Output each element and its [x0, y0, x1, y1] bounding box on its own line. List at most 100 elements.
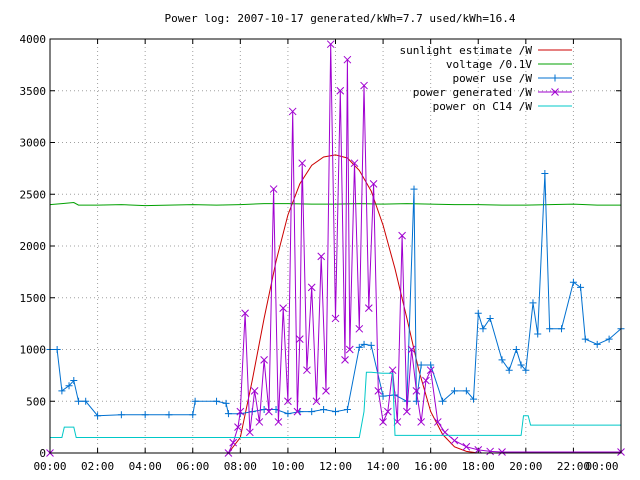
series-line	[49, 201, 621, 207]
data-point	[269, 185, 278, 193]
data-point	[241, 309, 249, 318]
x-tick-label: 00:00	[33, 460, 66, 473]
data-point	[303, 366, 311, 375]
y-tick-label: 1500	[20, 292, 47, 305]
data-point	[407, 345, 416, 354]
data-point	[558, 325, 566, 333]
data-point	[284, 397, 292, 406]
x-tick-label: 18:00	[462, 460, 495, 473]
data-point	[439, 397, 447, 405]
series-3	[46, 40, 625, 457]
data-point	[288, 107, 297, 116]
data-point	[569, 278, 577, 286]
legend-label: sunlight estimate /W	[400, 44, 533, 57]
x-tick-label: 20:00	[509, 460, 542, 473]
y-tick-label: 2500	[20, 188, 47, 201]
x-tick-label: 10:00	[271, 460, 304, 473]
data-point	[260, 355, 268, 364]
y-axis-ticks: 0 500 1000 1500 2000 2500 3000 3500 4000	[20, 33, 621, 460]
data-point	[355, 324, 364, 333]
data-point	[65, 382, 73, 390]
plot-frame	[49, 38, 622, 454]
data-point	[250, 387, 259, 395]
data-point	[298, 159, 307, 168]
series-layer	[46, 40, 625, 457]
legend-label: power on C14 /W	[433, 100, 533, 113]
data-point	[331, 314, 340, 323]
data-point	[355, 343, 363, 351]
data-point	[326, 40, 335, 49]
data-point	[284, 410, 292, 418]
data-point	[308, 408, 316, 416]
data-point	[245, 428, 254, 437]
data-point	[307, 283, 316, 292]
data-point	[462, 442, 471, 451]
data-point	[82, 397, 90, 405]
data-point	[343, 406, 351, 414]
data-point	[450, 436, 459, 445]
data-point	[236, 407, 245, 416]
series-4	[50, 371, 621, 438]
series-2	[46, 170, 625, 420]
legend-marker	[551, 74, 559, 82]
data-point	[441, 428, 449, 437]
data-point	[141, 411, 149, 419]
data-point	[360, 81, 368, 90]
data-point	[53, 346, 61, 353]
data-point	[191, 397, 199, 405]
grid	[50, 39, 621, 453]
x-tick-label: 22:00	[557, 460, 590, 473]
data-point	[369, 180, 378, 188]
data-point	[605, 335, 613, 343]
data-point	[379, 418, 387, 426]
legend-label: voltage /0.1V	[446, 58, 532, 71]
x-tick-label: 00:00	[585, 460, 618, 473]
x-tick-label: 06:00	[176, 460, 209, 473]
data-point	[529, 299, 537, 307]
data-point	[360, 340, 368, 348]
y-tick-label: 4000	[20, 33, 47, 46]
chart-title: Power log: 2007-10-17 generated/kWh=7.7 …	[165, 12, 516, 25]
data-point	[189, 411, 197, 419]
data-point	[422, 376, 430, 385]
data-point	[403, 407, 411, 416]
x-tick-label: 04:00	[129, 460, 162, 473]
y-tick-label: 1000	[20, 344, 47, 357]
data-point	[364, 304, 373, 312]
legend-label: power generated /W	[413, 86, 533, 99]
y-tick-label: 3000	[20, 137, 47, 150]
data-point	[398, 231, 406, 240]
data-point	[505, 366, 513, 374]
data-point	[433, 418, 442, 426]
data-point	[383, 407, 392, 416]
legend-label: power use /W	[453, 72, 533, 85]
data-point	[479, 325, 487, 333]
series-1	[49, 201, 621, 207]
data-point	[410, 185, 418, 193]
data-point	[581, 335, 589, 343]
data-point	[341, 355, 349, 364]
data-point	[274, 418, 283, 426]
data-point	[498, 356, 506, 364]
data-point	[332, 408, 339, 416]
data-point	[417, 418, 426, 426]
x-tick-label: 16:00	[414, 460, 447, 473]
data-point	[320, 406, 328, 414]
data-point	[541, 170, 549, 178]
data-point	[486, 447, 494, 456]
data-point	[312, 397, 321, 406]
y-tick-label: 3500	[20, 85, 47, 98]
data-point	[546, 325, 554, 333]
y-tick-label: 500	[26, 395, 46, 408]
data-point	[474, 446, 483, 454]
data-point	[577, 283, 585, 291]
data-point	[75, 397, 83, 405]
data-point	[336, 86, 345, 95]
data-point	[213, 397, 221, 405]
data-point	[317, 252, 326, 261]
data-point	[517, 361, 525, 369]
data-point	[512, 346, 520, 353]
data-point	[222, 399, 230, 407]
